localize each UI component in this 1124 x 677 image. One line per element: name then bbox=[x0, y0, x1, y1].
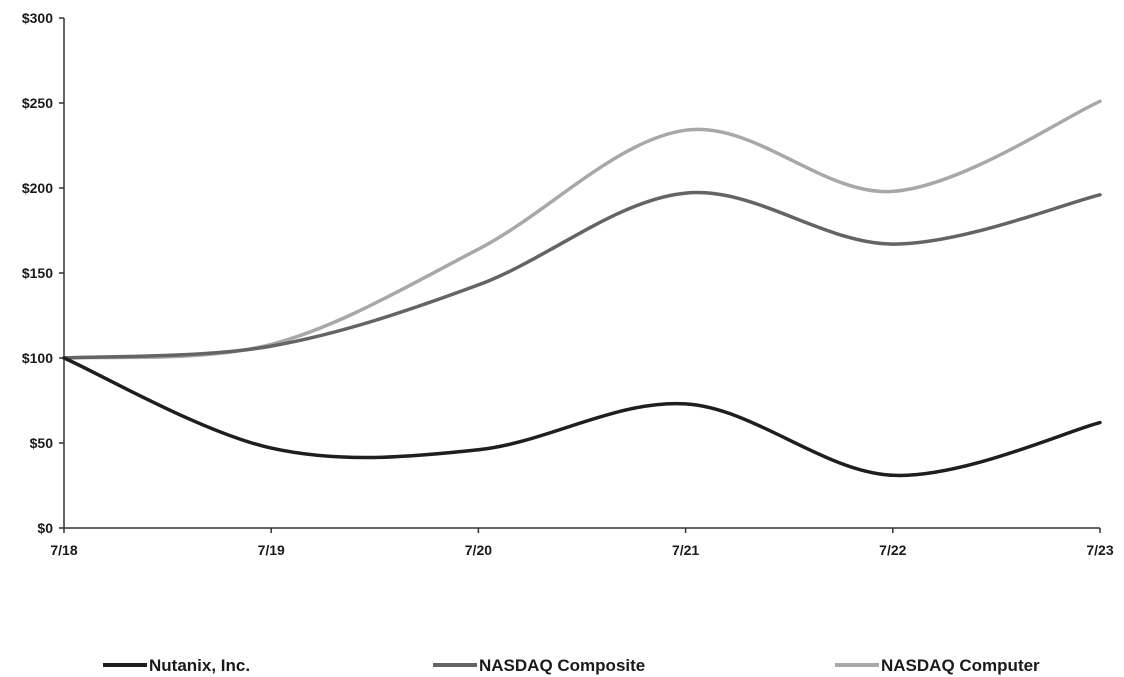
legend-item-nasdaq-composite: NASDAQ Composite bbox=[433, 656, 645, 675]
series-lines bbox=[62, 99, 1102, 478]
legend-item-nutanix-inc: Nutanix, Inc. bbox=[103, 656, 250, 675]
y-tick-label: $200 bbox=[22, 180, 53, 196]
x-tick-label: 7/22 bbox=[879, 542, 906, 558]
y-tick-label: $100 bbox=[22, 350, 53, 366]
legend-label: Nutanix, Inc. bbox=[149, 656, 250, 675]
y-axis: $0 $50 $100 $150 $200 $250 $300 bbox=[22, 10, 65, 536]
x-axis: 7/18 7/19 7/20 7/21 7/22 7/23 bbox=[50, 527, 1114, 558]
legend-label: NASDAQ Composite bbox=[479, 656, 645, 675]
series-line-nasdaq-computer bbox=[62, 99, 1102, 360]
x-tick-label: 7/23 bbox=[1086, 542, 1113, 558]
y-tick-label: $50 bbox=[30, 435, 54, 451]
legend-label: NASDAQ Computer bbox=[881, 656, 1040, 675]
y-tick-label: $250 bbox=[22, 95, 53, 111]
legend-item-nasdaq-computer: NASDAQ Computer bbox=[835, 656, 1040, 675]
series-line-nutanix-inc bbox=[62, 356, 1102, 478]
x-tick-label: 7/20 bbox=[465, 542, 492, 558]
legend: Nutanix, Inc. NASDAQ Composite NASDAQ Comp… bbox=[103, 656, 1040, 675]
y-tick-label: $150 bbox=[22, 265, 53, 281]
series-line-nasdaq-composite bbox=[62, 190, 1102, 360]
y-tick-label: $300 bbox=[22, 10, 53, 26]
y-tick-label: $0 bbox=[37, 520, 53, 536]
x-tick-label: 7/19 bbox=[258, 542, 285, 558]
x-tick-label: 7/18 bbox=[50, 542, 77, 558]
x-tick-label: 7/21 bbox=[672, 542, 699, 558]
